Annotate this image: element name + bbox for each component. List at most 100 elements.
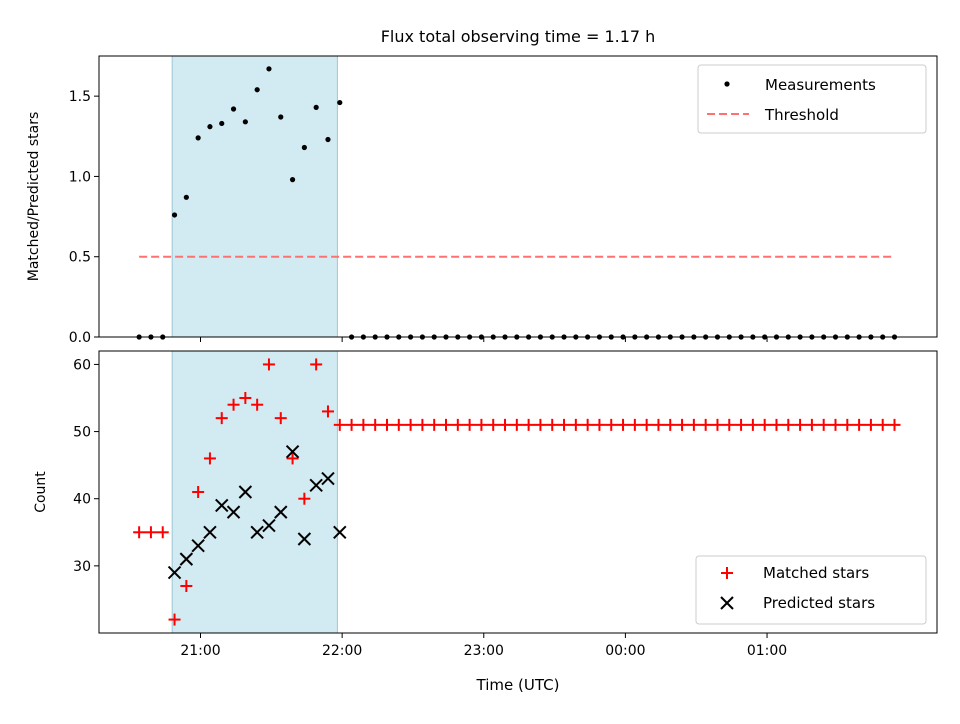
- measurement-point: [195, 135, 201, 141]
- matched-star-point: [735, 418, 748, 431]
- matched-star-point: [239, 392, 252, 404]
- x-tick-label: 23:00: [464, 643, 504, 659]
- x-tick-label: 22:00: [322, 643, 362, 659]
- top-plot-frame: [98, 55, 938, 338]
- matched-star-point: [451, 418, 464, 431]
- legend-label-predicted: Predicted stars: [763, 594, 875, 612]
- y-tick-label: 1.5: [69, 89, 91, 105]
- top-x-axis-ticks: [200, 337, 768, 342]
- x-tick-label: 21:00: [180, 643, 220, 659]
- matched-star-point: [345, 418, 358, 431]
- matched-star-point: [782, 418, 795, 431]
- legend-marker-matched: [721, 567, 733, 579]
- legend-marker-predicted: [720, 596, 734, 610]
- legend-label-measurements: Measurements: [765, 76, 876, 94]
- bottom-x-axis-ticks: 21:00 22:00 23:00 00:00 01:00: [180, 633, 787, 659]
- measurement-point: [183, 194, 189, 200]
- measurement-point: [266, 66, 272, 72]
- matched-star-point: [357, 418, 370, 431]
- predicted-star-point: [333, 525, 347, 539]
- matched-star-point: [676, 418, 689, 431]
- measurement-point: [207, 124, 213, 130]
- measurement-point: [278, 114, 284, 120]
- matched-star-point: [628, 418, 641, 431]
- matched-star-point: [440, 418, 453, 431]
- matched-star-point: [652, 418, 665, 431]
- matched-star-point: [144, 526, 157, 539]
- measurement-point: [171, 212, 178, 218]
- matched-star-point: [522, 418, 535, 431]
- matched-star-point: [687, 418, 700, 431]
- matched-star-point: [475, 418, 488, 431]
- matched-star-point: [428, 418, 441, 431]
- matched-star-point: [853, 418, 866, 431]
- top-y-axis-ticks: 0.0 0.5 1.0 1.5: [69, 89, 99, 346]
- observing-window-shade-top: [171, 55, 338, 338]
- matched-star-point: [487, 418, 500, 431]
- matched-stars-series: [133, 358, 901, 626]
- bottom-legend-box: [695, 555, 927, 625]
- bottom-legend: Matched stars Predicted stars: [695, 555, 927, 625]
- predicted-star-point: [297, 532, 312, 546]
- matched-star-point: [876, 418, 889, 431]
- matched-star-point: [829, 418, 842, 431]
- top-legend-box: [697, 64, 927, 134]
- matched-star-point: [416, 418, 429, 431]
- measurement-point: [242, 119, 248, 125]
- y-tick-label: 40: [73, 492, 91, 508]
- predicted-star-point: [203, 525, 217, 539]
- bottom-y-axis-label: Count: [33, 471, 49, 513]
- predicted-star-point: [238, 485, 253, 499]
- matched-star-point: [463, 418, 476, 431]
- matched-star-point: [333, 418, 346, 431]
- matched-star-point: [510, 418, 523, 431]
- top-panel: 0.0 0.5 1.0 1.5 Matched/Predicted stars Mea…: [26, 55, 938, 346]
- matched-star-point: [392, 418, 405, 431]
- predicted-star-point: [215, 498, 229, 513]
- matched-star-point: [617, 418, 630, 431]
- legend-label-matched: Matched stars: [763, 564, 869, 582]
- top-legend: Measurements Threshold: [697, 64, 927, 134]
- matched-star-point: [203, 452, 216, 465]
- measurement-point: [337, 99, 343, 106]
- predicted-star-point: [262, 518, 276, 533]
- matched-star-point: [298, 492, 311, 505]
- predicted-star-point: [167, 565, 182, 580]
- chart-title: Flux total observing time = 1.17 h: [381, 27, 656, 46]
- matched-star-point: [310, 358, 323, 371]
- measurement-point: [313, 104, 319, 110]
- measurement-point: [219, 120, 225, 127]
- matched-star-point: [534, 418, 547, 431]
- matched-star-point: [227, 398, 240, 411]
- matched-star-point: [581, 418, 594, 431]
- predicted-star-point: [250, 525, 264, 539]
- predicted-star-point: [309, 478, 323, 492]
- matched-star-point: [499, 418, 512, 431]
- matched-star-point: [286, 452, 299, 465]
- bottom-plot-frame: [98, 350, 938, 634]
- y-tick-label: 0.5: [69, 250, 91, 266]
- x-tick-label: 00:00: [605, 643, 645, 659]
- matched-star-point: [251, 398, 264, 411]
- predicted-star-point: [321, 471, 335, 486]
- matched-star-point: [321, 405, 334, 418]
- legend-label-threshold: Threshold: [764, 106, 839, 124]
- matched-star-point: [558, 418, 571, 431]
- matched-star-point: [746, 418, 759, 431]
- y-tick-label: 60: [73, 357, 91, 373]
- matched-star-point: [711, 418, 724, 431]
- matched-star-point: [664, 418, 677, 431]
- matched-star-point: [758, 418, 771, 431]
- matched-star-point: [888, 418, 901, 431]
- matched-star-point: [262, 358, 275, 371]
- bottom-y-axis-ticks: 30 40 50 60: [73, 357, 99, 575]
- matched-star-point: [640, 418, 653, 431]
- y-tick-label: 1.0: [69, 169, 91, 185]
- matched-star-point: [369, 418, 382, 431]
- matched-star-point: [805, 418, 818, 431]
- bottom-panel: 30 40 50 60 21:00 22:00 23:00 00:00 01:00 Count…: [33, 350, 938, 694]
- matched-star-point: [404, 418, 417, 431]
- matched-star-point: [133, 526, 146, 539]
- matched-star-point: [593, 418, 606, 431]
